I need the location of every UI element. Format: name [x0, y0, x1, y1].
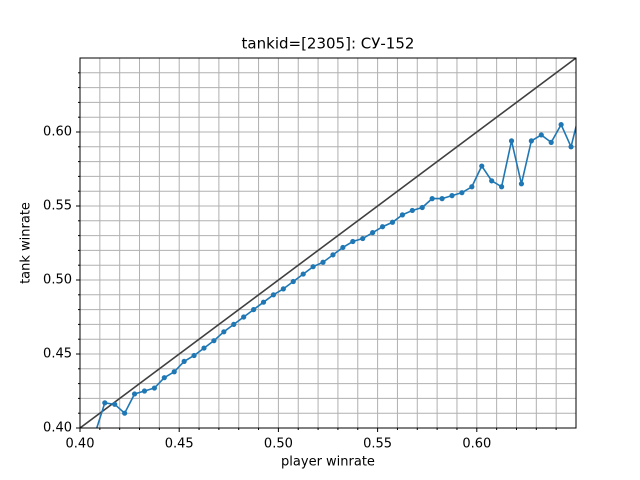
- data-point: [409, 207, 415, 214]
- data-point: [112, 401, 118, 407]
- data-point: [459, 190, 465, 196]
- data-point: [479, 163, 485, 169]
- data-point: [201, 345, 207, 351]
- data-point: [300, 271, 306, 277]
- x-tick-label: 0.60: [462, 437, 491, 452]
- data-point: [558, 122, 564, 128]
- data-point: [528, 138, 534, 144]
- x-tick-label: 0.55: [363, 437, 392, 452]
- data-point: [389, 219, 396, 225]
- data-point: [320, 259, 326, 265]
- data-point: [370, 230, 376, 236]
- axes-frame: [79, 57, 577, 429]
- plot-area: [80, 58, 583, 428]
- data-point: [141, 388, 148, 394]
- data-point: [280, 286, 286, 292]
- data-point: [270, 292, 277, 298]
- data-point: [211, 338, 217, 344]
- data-point: [379, 224, 386, 230]
- data-point: [241, 314, 247, 320]
- data-point: [330, 252, 336, 258]
- data-point: [151, 385, 157, 391]
- data-point: [489, 178, 495, 184]
- data-point: [191, 352, 197, 359]
- data-point: [181, 358, 187, 364]
- data-point: [439, 196, 445, 202]
- data-point: [419, 204, 425, 211]
- data-point: [260, 299, 267, 305]
- grid: [79, 58, 576, 429]
- data-point: [221, 329, 227, 335]
- data-point: [449, 193, 455, 199]
- data-point: [340, 244, 346, 251]
- data-point: [290, 278, 296, 285]
- data-point: [429, 196, 435, 202]
- ticks: 0.40 0.45 0.50 0.55 0.60 0.40 0.45 0.50 0.55 0.60: [43, 72, 557, 452]
- data-point: [548, 139, 554, 145]
- y-tick-label: 0.40: [43, 421, 72, 436]
- data-point: [161, 375, 167, 381]
- data-point: [251, 307, 257, 313]
- data-point: [499, 184, 505, 190]
- chart-title: tankid=[2305]: СУ-152: [242, 35, 415, 53]
- data-point: [469, 184, 475, 190]
- y-tick-label: 0.60: [43, 125, 72, 140]
- x-axis-label: player winrate: [281, 455, 375, 470]
- reference-line: [80, 58, 576, 428]
- x-tick-label: 0.50: [264, 437, 293, 452]
- data-point: [518, 181, 525, 187]
- data-point: [578, 104, 583, 109]
- data-point: [350, 238, 356, 245]
- y-axis-label: tank winrate: [19, 202, 34, 284]
- data-point: [310, 264, 316, 270]
- data-point: [171, 369, 177, 375]
- data-point: [538, 132, 544, 138]
- data-point: [102, 400, 108, 406]
- data-point: [508, 138, 515, 144]
- data-point: [399, 212, 405, 218]
- y-tick-label: 0.45: [43, 347, 72, 362]
- data-point: [122, 410, 128, 416]
- x-tick-label: 0.45: [165, 437, 194, 452]
- data-point: [568, 144, 574, 150]
- data-point: [231, 321, 237, 327]
- data-point: [360, 235, 366, 242]
- data-point: [131, 391, 138, 397]
- x-tick-label: 0.40: [66, 437, 95, 452]
- y-tick-label: 0.55: [43, 199, 72, 214]
- y-tick-label: 0.50: [43, 273, 72, 288]
